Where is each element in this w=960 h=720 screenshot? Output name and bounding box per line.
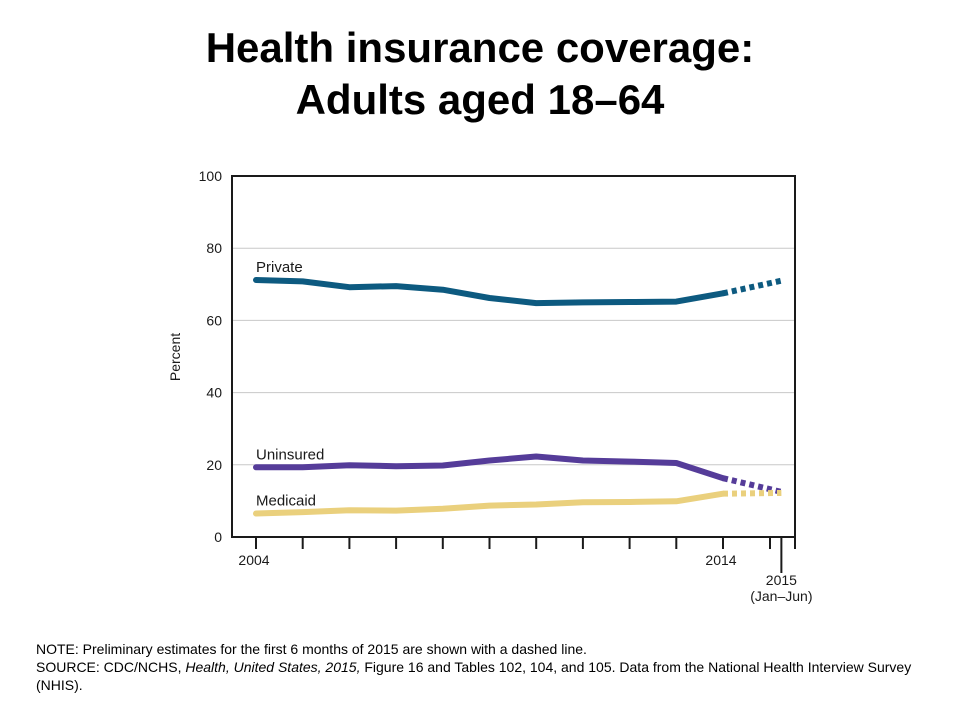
y-tick-label: 20 <box>206 457 222 473</box>
y-tick-label: 0 <box>214 529 222 545</box>
y-axis-label: Percent <box>167 333 183 381</box>
y-tick-label: 100 <box>199 168 223 184</box>
source-text: SOURCE: CDC/NCHS, Health, United States,… <box>36 658 926 694</box>
series-line-dashed <box>722 475 783 495</box>
source-prefix: SOURCE: CDC/NCHS, <box>36 659 186 675</box>
series-line-dashed <box>722 277 783 297</box>
x-tick-label: 2014 <box>705 552 736 568</box>
y-tick-label: 80 <box>206 240 222 256</box>
line-chart: 0 20 40 60 80 100 Percent 2004 2014 2015(Jan–Jun)… <box>167 168 813 604</box>
title-line-1: Health insurance coverage: <box>205 24 755 71</box>
source-italic: Health, United States, 2015, <box>185 659 361 675</box>
footnote: NOTE: Preliminary estimates for the firs… <box>36 640 926 694</box>
source-suffix: Figure 16 and Tables 102, 104, and 105. … <box>36 659 912 693</box>
y-tick-label: 60 <box>206 312 222 328</box>
series-label: Private <box>256 259 303 276</box>
plot-frame <box>231 175 796 538</box>
series-line <box>253 490 726 517</box>
chart-title: Health insurance coverage: Adults aged 1… <box>0 22 960 126</box>
series-line <box>253 453 726 482</box>
series-line-dashed <box>722 489 782 497</box>
x-tick-label: 2004 <box>238 552 269 568</box>
series-line <box>253 277 726 307</box>
series-label: Medicaid <box>256 493 316 510</box>
x-tick-label: 2015 <box>766 572 797 588</box>
series-label: Uninsured <box>256 446 324 463</box>
x-tick-label: (Jan–Jun) <box>750 588 812 604</box>
title-line-2: Adults aged 18–64 <box>295 76 665 123</box>
note-text: NOTE: Preliminary estimates for the firs… <box>36 641 587 657</box>
y-tick-label: 40 <box>206 385 222 401</box>
